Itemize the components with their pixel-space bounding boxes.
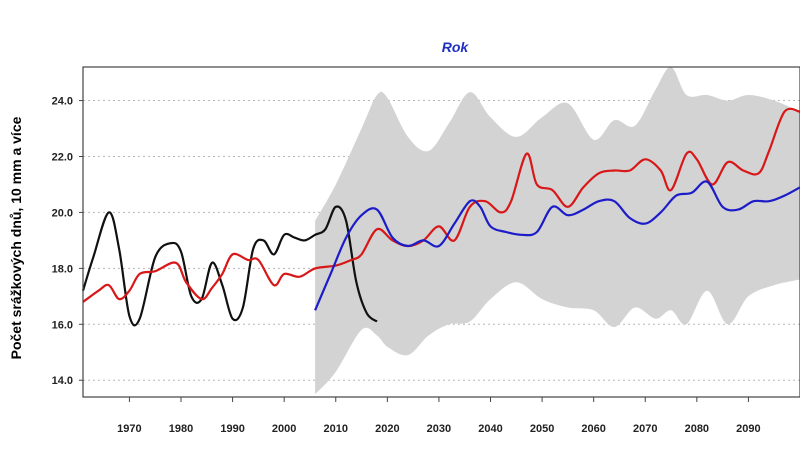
uncertainty-band — [315, 66, 800, 395]
series-line-observed — [81, 205, 378, 327]
x-tick-label: 2040 — [478, 423, 502, 435]
series-lines — [81, 107, 800, 327]
y-tick-label: 24.0 — [52, 96, 73, 108]
y-tick-label: 14.0 — [52, 375, 73, 387]
x-tick-label: 2060 — [581, 423, 605, 435]
x-tick-label: 2000 — [272, 423, 296, 435]
y-tick-label: 20.0 — [52, 207, 73, 219]
x-tick-label: 2080 — [685, 423, 709, 435]
x-tick-label: 1990 — [220, 423, 244, 435]
series-line-projection — [314, 180, 800, 311]
x-tick-label: 2090 — [736, 423, 760, 435]
y-tick-label: 22.0 — [52, 151, 73, 163]
x-tick-label: 1980 — [169, 423, 193, 435]
x-tick-label: 2070 — [633, 423, 657, 435]
x-tick-label: 2030 — [427, 423, 451, 435]
x-tick-label: 2010 — [324, 423, 348, 435]
x-axis-ticks: 1970 1980 1990 2000 2010 2020 2030 2040 2050 2060… — [117, 397, 761, 435]
y-axis-label: Počet srážkových dnů, 10 mm a více — [8, 116, 24, 359]
series-line-model — [82, 107, 800, 303]
y-tick-label: 16.0 — [52, 319, 73, 331]
projection-range-band — [315, 66, 800, 395]
y-axis-ticks: 14.0 16.0 18.0 20.0 22.0 24.0 — [52, 96, 83, 387]
chart-title: Rok — [442, 39, 470, 55]
x-tick-label: 1970 — [117, 423, 141, 435]
plot-frame — [82, 66, 800, 398]
x-tick-label: 2050 — [530, 423, 554, 435]
y-tick-label: 18.0 — [52, 263, 73, 275]
x-tick-label: 2020 — [375, 423, 399, 435]
